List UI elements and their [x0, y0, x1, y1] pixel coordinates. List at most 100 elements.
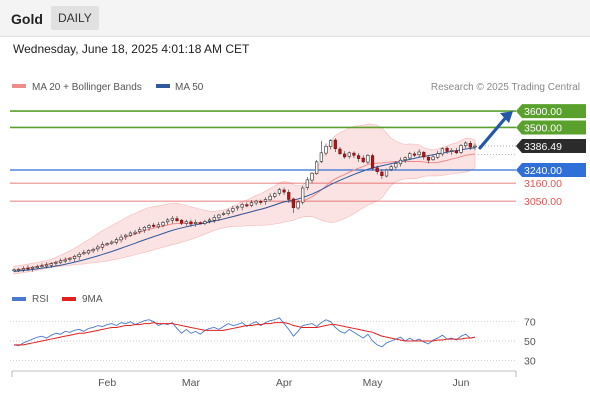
rsi-legend: RSI 9MA	[12, 294, 103, 305]
candle-body	[110, 241, 114, 244]
candle-body	[152, 224, 156, 227]
header-bar: Gold DAILY	[0, 0, 590, 37]
candle-body	[124, 234, 128, 237]
candle-body	[194, 222, 198, 224]
candle-body	[319, 152, 323, 162]
x-tick-label: Jun	[453, 377, 470, 389]
candle-body	[408, 153, 412, 159]
candle-body	[161, 222, 165, 226]
candle-body	[259, 201, 263, 203]
candle-body	[235, 206, 240, 209]
forecast-arrow-head	[500, 111, 513, 124]
level-tag-resistance	[516, 120, 586, 135]
level-label-current: 3386.49	[524, 141, 562, 153]
candle-body	[333, 139, 337, 150]
legend: MA 20 + Bollinger Bands MA 50 Research ©…	[12, 82, 580, 93]
candle-body	[198, 222, 202, 224]
rsi-tick-label: 30	[524, 355, 536, 367]
candle-body	[347, 152, 351, 157]
level-tag-support	[516, 163, 586, 177]
candle-body	[450, 150, 454, 152]
candle-body	[431, 156, 435, 160]
candle-body	[105, 243, 109, 246]
candle-body	[12, 269, 16, 272]
candle-body	[268, 195, 272, 201]
rsi-panel: 70 50 30	[10, 317, 536, 367]
candle-body	[133, 231, 137, 234]
candle-body	[366, 154, 370, 163]
candle-body	[184, 221, 188, 224]
candle-body	[166, 219, 170, 223]
candle-body	[170, 217, 174, 221]
candle-body	[380, 171, 384, 177]
legend-label-rsi: RSI	[32, 294, 49, 305]
candle-body	[147, 225, 151, 228]
rsi-tick-label: 70	[524, 317, 536, 329]
candle-body	[356, 155, 361, 159]
timeframe-button[interactable]: DAILY	[51, 6, 99, 30]
candle-body	[44, 264, 49, 267]
legend-swatch-ma20	[12, 84, 26, 88]
candle-body	[384, 169, 389, 177]
candle-body	[310, 172, 314, 181]
bollinger-band	[13, 123, 476, 275]
rsi-series-9ma	[14, 322, 476, 346]
rsi-series-rsi	[13, 317, 476, 348]
candle-body	[119, 236, 123, 241]
candle-body	[58, 260, 63, 264]
x-axis: Feb Mar Apr May Jun	[11, 370, 517, 389]
candle-body	[389, 166, 393, 170]
legend-label-ma50: MA 50	[175, 82, 204, 93]
candle-body	[54, 262, 58, 264]
candle-body	[296, 201, 300, 209]
candle-body	[203, 221, 207, 224]
rsi-tick-label: 50	[524, 336, 536, 348]
candle-body	[217, 214, 221, 219]
candle-body	[468, 143, 472, 148]
candle-body	[142, 226, 146, 231]
candle-body	[31, 267, 35, 269]
candle-body	[473, 145, 477, 148]
candle-body	[422, 152, 426, 158]
candle-body	[301, 187, 305, 203]
candle-body	[454, 150, 458, 154]
candle-body	[72, 256, 77, 259]
candle-body	[63, 259, 67, 262]
legend-swatch-9ma	[62, 297, 76, 301]
candle-body	[287, 192, 291, 200]
x-tick-label: May	[363, 377, 384, 389]
candle-body	[26, 267, 30, 270]
level-tag-current	[516, 139, 586, 154]
instrument-title: Gold	[11, 11, 43, 27]
level-label-minor: 3160.00	[524, 178, 562, 190]
candle-body	[212, 217, 216, 221]
candle-body	[254, 200, 258, 204]
legend-label-9ma: 9MA	[82, 294, 103, 305]
candle-body	[21, 268, 25, 271]
candle-body	[436, 153, 440, 158]
candle-body	[277, 189, 282, 194]
candle-body	[82, 252, 86, 255]
candle-body	[249, 202, 254, 206]
candle-body	[86, 250, 91, 254]
candle-body	[445, 147, 449, 152]
candle-body	[175, 218, 179, 222]
x-tick-label: Apr	[276, 377, 293, 389]
candle-body	[426, 156, 431, 161]
candle-body	[221, 213, 226, 215]
candle-body	[100, 244, 105, 248]
candle-body	[352, 152, 356, 156]
level-label-resistance: 3600.00	[524, 106, 562, 118]
candle-body	[245, 204, 249, 207]
candle-body	[226, 210, 230, 214]
candle-body	[35, 266, 39, 268]
legend-swatch-rsi	[12, 297, 26, 301]
research-credit: Research © 2025 Trading Central	[431, 82, 580, 93]
candle-body	[207, 219, 212, 222]
candle-body	[17, 269, 21, 271]
candle-body	[394, 163, 398, 168]
candle-body	[273, 193, 277, 197]
candle-body	[464, 142, 468, 147]
